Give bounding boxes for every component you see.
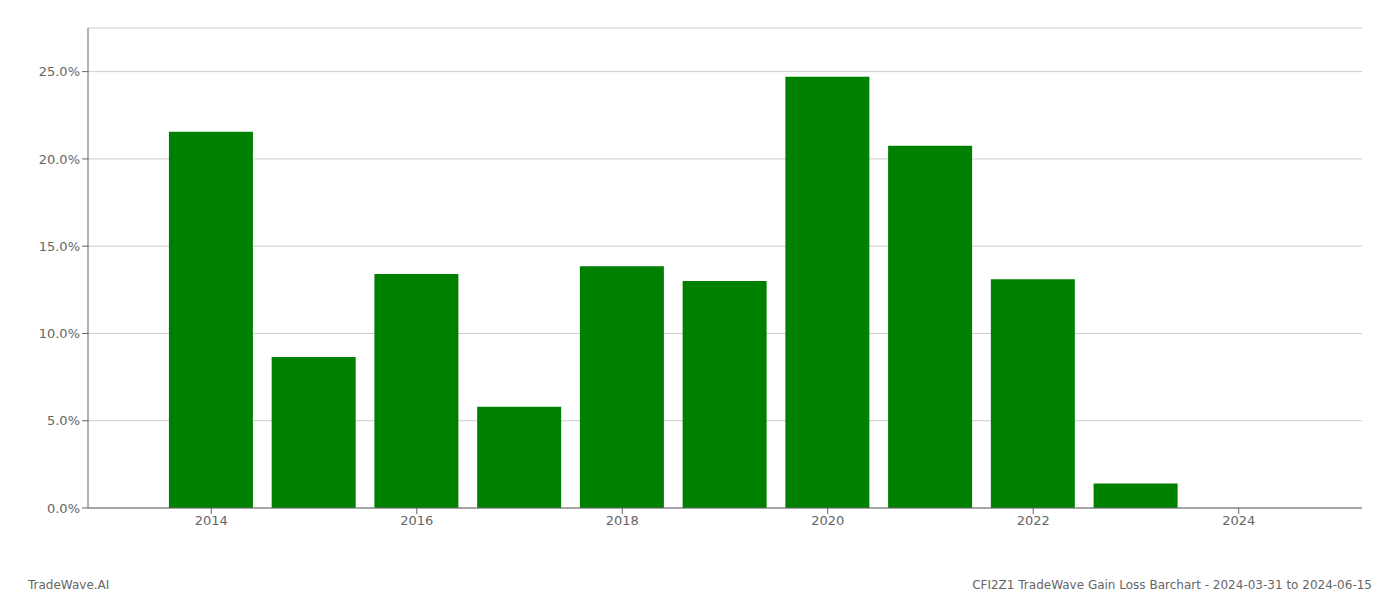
html-text:TradeWave.AI: TradeWave.AI [28,578,110,592]
svg-text:25.0%: 25.0% [39,64,80,79]
html-text:CFI2Z1 TradeWave Gain Loss Bar: CFI2Z1 TradeWave Gain Loss Barchart - 20… [972,578,1372,592]
svg-text:2016: 2016 [400,513,433,528]
svg-text:2022: 2022 [1017,513,1050,528]
svg-text:0.0%: 0.0% [47,501,80,516]
svg-text:2020: 2020 [811,513,844,528]
svg-text:10.0%: 10.0% [39,326,80,341]
svg-text:20.0%: 20.0% [39,152,80,167]
svg-text:2024: 2024 [1222,513,1255,528]
svg-text:15.0%: 15.0% [39,239,80,254]
svg-text:5.0%: 5.0% [47,413,80,428]
svg-text:2014: 2014 [195,513,228,528]
svg-text:2018: 2018 [606,513,639,528]
